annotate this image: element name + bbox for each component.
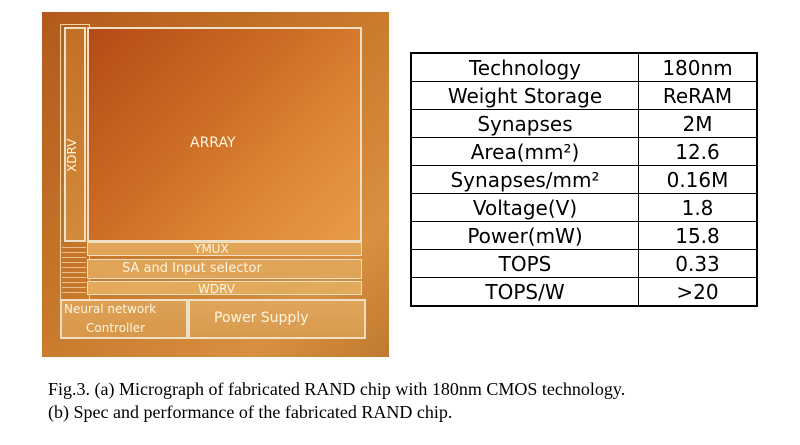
- table-row: Area(mm²) 12.6: [410, 137, 758, 166]
- spec-key: TOPS: [410, 249, 639, 278]
- chip-micrograph: ARRAY XDRV YMUX SA and Input selector WD…: [42, 12, 389, 357]
- table-row: Weight Storage ReRAM: [410, 81, 758, 110]
- nn-controller-label-line2: Controller: [86, 321, 146, 335]
- wdrv-block: [87, 281, 362, 295]
- spec-value: 180nm: [638, 52, 758, 82]
- caption-line-1: Fig.3. (a) Micrograph of fabricated RAND…: [48, 379, 626, 399]
- spec-value: 2M: [638, 109, 758, 138]
- spec-key: Weight Storage: [410, 81, 639, 110]
- spec-key: Technology: [410, 52, 639, 82]
- nn-controller-label-line1: Neural network: [64, 302, 157, 316]
- table-row: Technology 180nm: [410, 52, 758, 82]
- table-row: Power(mW) 15.8: [410, 221, 758, 250]
- wdrv-label: WDRV: [198, 282, 235, 296]
- spec-key: Power(mW): [410, 221, 639, 250]
- spec-key: Voltage(V): [410, 193, 639, 222]
- spec-value: ReRAM: [638, 81, 758, 110]
- spec-key: Synapses: [410, 109, 639, 138]
- spec-value: 1.8: [638, 193, 758, 222]
- spec-value: 15.8: [638, 221, 758, 250]
- spec-key: TOPS/W: [410, 277, 639, 307]
- table-row: Voltage(V) 1.8: [410, 193, 758, 222]
- nn-controller-block: [60, 299, 188, 339]
- sa-label: SA and Input selector: [122, 261, 262, 276]
- table-row: Synapses 2M: [410, 109, 758, 138]
- xdrv-label: XDRV: [65, 138, 79, 172]
- spec-value: >20: [638, 277, 758, 307]
- spec-key: Synapses/mm²: [410, 165, 639, 194]
- array-label: ARRAY: [190, 135, 236, 151]
- ymux-label: YMUX: [194, 242, 229, 256]
- table-row: Synapses/mm² 0.16M: [410, 165, 758, 194]
- power-supply-block: [188, 299, 366, 339]
- ymux-block: [87, 242, 362, 256]
- caption-line-2: (b) Spec and performance of the fabricat…: [48, 402, 453, 422]
- spec-key: Area(mm²): [410, 137, 639, 166]
- spec-table: Technology 180nm Weight Storage ReRAM Synaps…: [410, 52, 758, 307]
- power-supply-label: Power Supply: [214, 310, 309, 326]
- figure-caption: Fig.3. (a) Micrograph of fabricated RAND…: [48, 378, 788, 424]
- interconnect-stripes: [62, 247, 86, 297]
- table-row: TOPS/W >20: [410, 277, 758, 307]
- table-row: TOPS 0.33: [410, 249, 758, 278]
- spec-value: 12.6: [638, 137, 758, 166]
- sa-block: [87, 259, 362, 279]
- array-block: [87, 27, 362, 242]
- spec-value: 0.16M: [638, 165, 758, 194]
- spec-value: 0.33: [638, 249, 758, 278]
- xdrv-block: [64, 27, 86, 242]
